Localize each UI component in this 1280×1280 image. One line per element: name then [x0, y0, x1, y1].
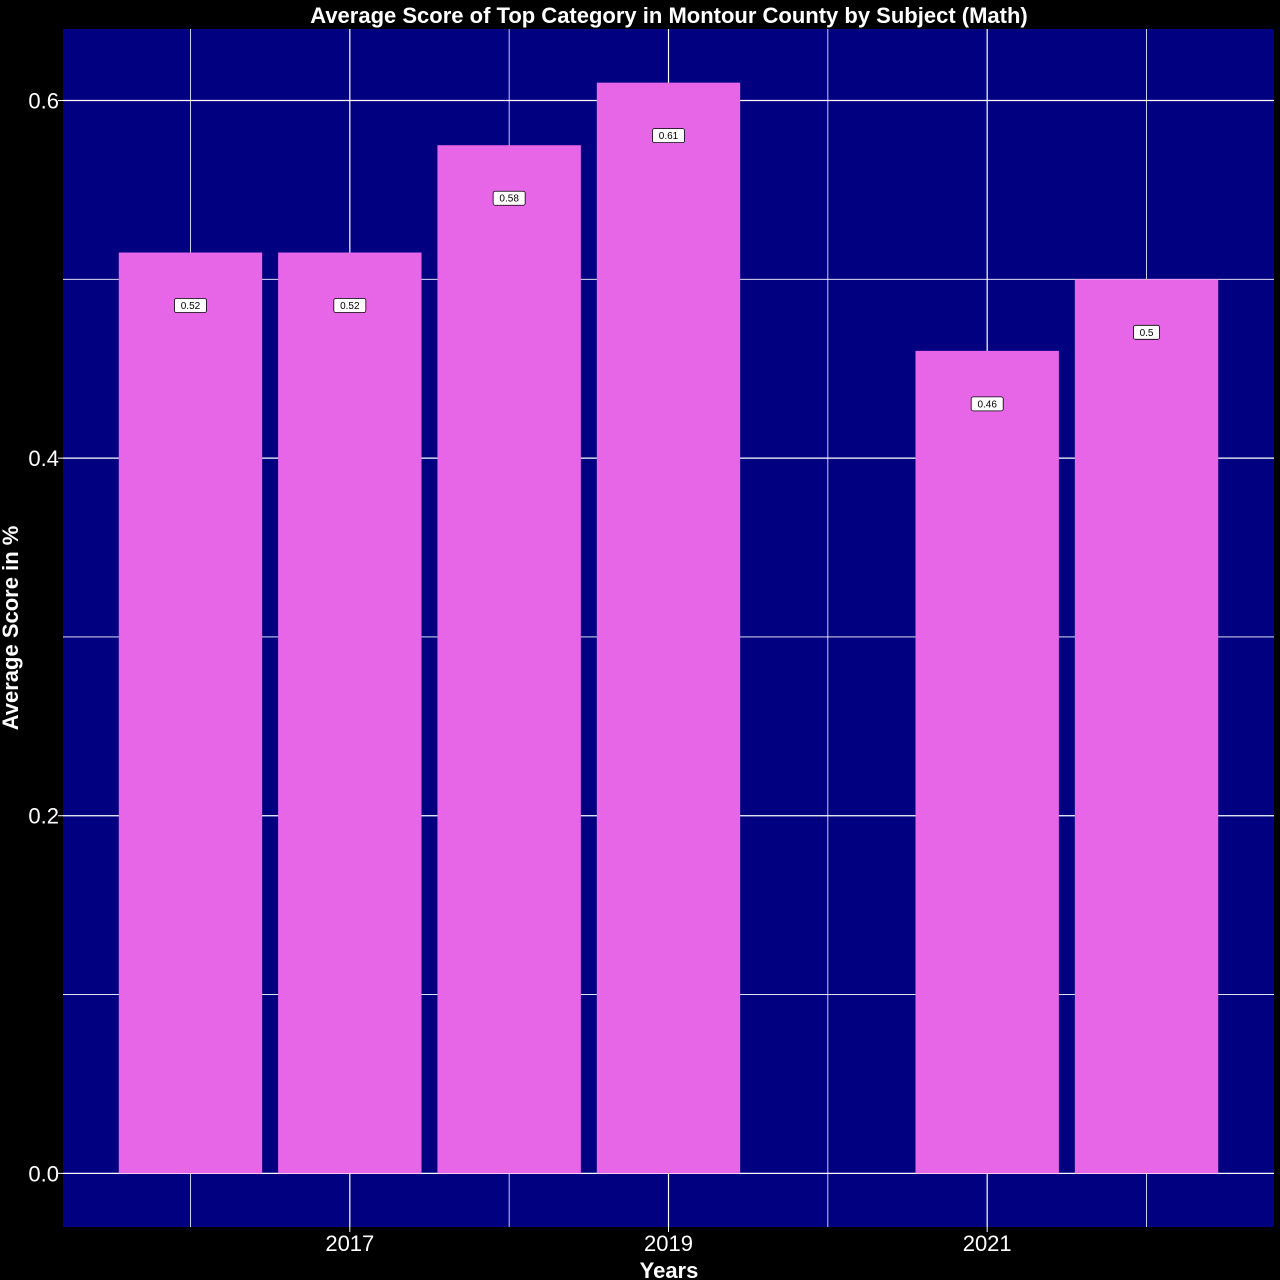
data-label-box — [970, 396, 1004, 412]
data-label: 0.52 — [181, 301, 201, 312]
data-label-box — [492, 190, 526, 206]
x-tick-label: 2017 — [325, 1231, 374, 1256]
y-tick-label: 0.4 — [28, 446, 59, 471]
y-tick-label: 0.2 — [28, 804, 59, 829]
y-tick-label: 0.0 — [28, 1161, 59, 1186]
x-tick-label: 2019 — [644, 1231, 693, 1256]
y-tick-label: 0.6 — [28, 89, 59, 114]
bar — [278, 252, 422, 1174]
chart-title: Average Score of Top Category in Montour… — [310, 3, 1027, 28]
data-label: 0.46 — [977, 399, 997, 410]
data-label: 0.61 — [659, 131, 679, 142]
bar — [1074, 279, 1219, 1174]
data-label-box — [652, 128, 685, 144]
bar — [596, 82, 741, 1174]
data-label-box — [1133, 324, 1160, 340]
bars — [118, 82, 1219, 1174]
data-label: 0.5 — [1140, 328, 1154, 339]
y-axis-ticks: 0.0 0.2 0.4 0.6 — [28, 89, 63, 1186]
data-label-box — [174, 298, 207, 313]
y-axis-title: Average Score in % — [0, 526, 23, 731]
data-label: 0.58 — [499, 194, 519, 205]
data-label: 0.52 — [340, 301, 360, 312]
bar — [437, 145, 581, 1174]
bar — [915, 350, 1059, 1174]
x-tick-label: 2021 — [963, 1231, 1012, 1256]
x-axis-ticks: 2017 2019 2021 — [325, 1227, 1012, 1256]
data-label-box — [333, 298, 367, 313]
bar — [118, 252, 263, 1174]
data-labels: 0.52 0.52 0.58 0.61 0.46 0.5 — [174, 128, 1160, 412]
x-axis-title: Years — [640, 1258, 699, 1280]
